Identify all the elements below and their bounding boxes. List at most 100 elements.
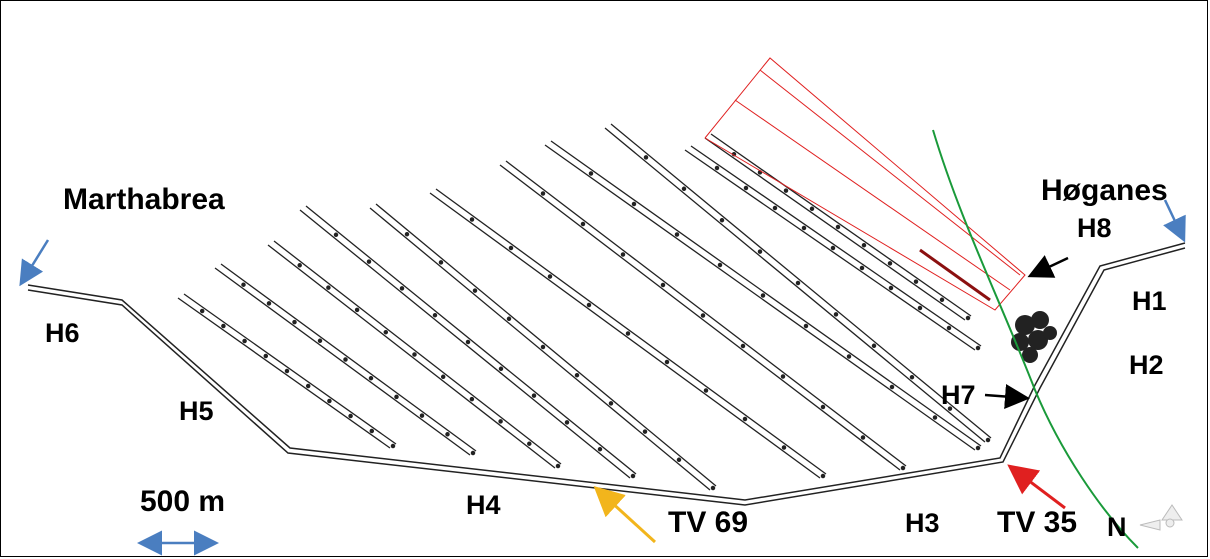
tunnel-tick-mark (343, 357, 348, 362)
crosscut-tunnel-line (267, 244, 556, 469)
tunnel-tick-mark (266, 301, 272, 306)
heading-label-h7: H7 (941, 380, 976, 410)
planned-tunnels (704, 57, 1026, 311)
tunnel-tick-mark (432, 312, 438, 318)
tunnel-tick-mark (506, 316, 512, 322)
crosscut-tunnel-line (305, 205, 637, 475)
tunnel-tick-mark (348, 413, 353, 419)
tunnel-tick-mark (508, 245, 514, 251)
tunnel-tick-mark (643, 155, 649, 160)
tunnel-tick-mark (742, 416, 748, 422)
tunnel-label-tv69: TV 69 (668, 506, 749, 539)
heading-label-h8: H8 (1077, 213, 1112, 243)
tunnel-tick-mark (887, 261, 893, 266)
tunnel-tick-mark (438, 260, 444, 265)
tunnel-tick-mark (263, 353, 269, 359)
scale-bar-label: 500 m (140, 485, 226, 518)
tunnel-tick-mark (620, 252, 626, 257)
tunnel-tick-mark (469, 396, 475, 402)
tunnel-tick-mark (412, 352, 417, 357)
main-tunnel (27, 242, 1186, 506)
tunnel-tick-mark (625, 331, 631, 336)
tunnel-tick-mark (795, 280, 801, 286)
tunnel-tick-mark (820, 404, 826, 410)
tunnel-tick-mark (317, 338, 323, 344)
tunnel-tick-mark (803, 323, 809, 329)
crosscut-tunnel-line (183, 293, 397, 445)
tunnel-tick-mark (642, 429, 648, 434)
crosscut-tunnel-line (369, 207, 711, 491)
tunnel-tick-mark (860, 435, 866, 440)
crosscut-tunnel-line (177, 297, 391, 449)
tunnel-tick-mark (540, 344, 546, 350)
tunnel-tick-mark (975, 445, 981, 451)
tunnel-tick-mark (498, 366, 504, 372)
crosscut-tunnel-line (684, 149, 976, 351)
tunnel-tick-mark (580, 221, 586, 227)
place-label-hoganes: Høganes (1041, 174, 1168, 207)
heading-label-h6: H6 (45, 318, 80, 348)
tunnel-tick-mark (900, 465, 906, 471)
tunnel-tick-mark (820, 473, 826, 479)
tunnel-tick-mark (292, 319, 297, 325)
crosscut-tunnel-line (273, 240, 562, 465)
tunnel-tick-mark (660, 282, 666, 288)
tunnel-tick-mark (965, 315, 971, 321)
tunnel-tick-mark (717, 262, 723, 268)
tunnel-tick-mark (939, 297, 945, 303)
tunnel-tick-mark (743, 185, 749, 191)
tunnel-tick-mark (327, 398, 332, 404)
crosscut-tunnel-line (375, 203, 717, 487)
tv35-arrow (1007, 464, 1066, 510)
heading-label-h1: H1 (1132, 286, 1167, 316)
tunnel-tick-mark (801, 225, 807, 231)
heading-label-h5: H5 (179, 396, 214, 426)
tunnel-tick-mark (846, 354, 852, 359)
rock-cluster (1011, 311, 1057, 363)
tunnel-tick-mark (780, 374, 786, 379)
tunnel-tick-mark (555, 463, 561, 469)
tunnel-tick-mark (947, 406, 953, 411)
tunnel-tick-mark (681, 186, 687, 192)
crosscut-tunnel-line (429, 192, 821, 479)
tunnel-tick-mark (740, 343, 746, 349)
tunnel-tick-mark (719, 217, 725, 223)
tunnel-tick-mark (710, 485, 716, 491)
tunnel-tick-mark (419, 413, 425, 418)
north-label: N (1107, 512, 1127, 542)
crosscut-tunnel-line (544, 144, 976, 451)
crosscut-tunnel-line (690, 145, 982, 347)
tunnel-tick-mark (772, 205, 778, 211)
tunnel-tick-mark (871, 343, 877, 349)
tunnel-tick-mark (888, 285, 894, 291)
tunnel-tick-mark (368, 375, 374, 381)
tunnel-tick-mark (399, 286, 405, 291)
tunnel-tick-mark (440, 374, 446, 380)
hoganes-arrow (1163, 199, 1186, 243)
tunnel-tick-mark (835, 224, 841, 230)
tunnel-tick-mark (498, 419, 503, 424)
crosscut-tunnel-line (435, 188, 827, 475)
tunnel-tick-mark (445, 432, 450, 437)
tunnel-tick-mark (297, 263, 302, 268)
heading-label-h2: H2 (1129, 350, 1164, 380)
heading-label-h3: H3 (905, 508, 940, 538)
heading-label-h4: H4 (466, 490, 501, 520)
tunnel-tick-mark (366, 259, 372, 264)
marthabrea-arrow (19, 239, 50, 287)
tunnel-tick-mark (809, 206, 815, 212)
tunnel-tick-mark (241, 282, 246, 287)
tunnel-tick-mark (333, 232, 339, 238)
tunnel-tick-mark (383, 329, 389, 335)
tunnel-tick-mark (305, 383, 311, 389)
tunnel-tick-mark (527, 441, 532, 446)
tunnel-tick-mark (975, 345, 981, 351)
h7-arrow (984, 384, 1030, 409)
tunnel-tick-mark (564, 420, 570, 425)
tunnel-tick-mark (830, 245, 836, 251)
tunnel-tick-mark (833, 312, 839, 317)
crosscut-tunnel-line (610, 123, 992, 439)
tunnel-tick-mark (540, 191, 546, 196)
tunnel-tick-mark (284, 368, 290, 374)
